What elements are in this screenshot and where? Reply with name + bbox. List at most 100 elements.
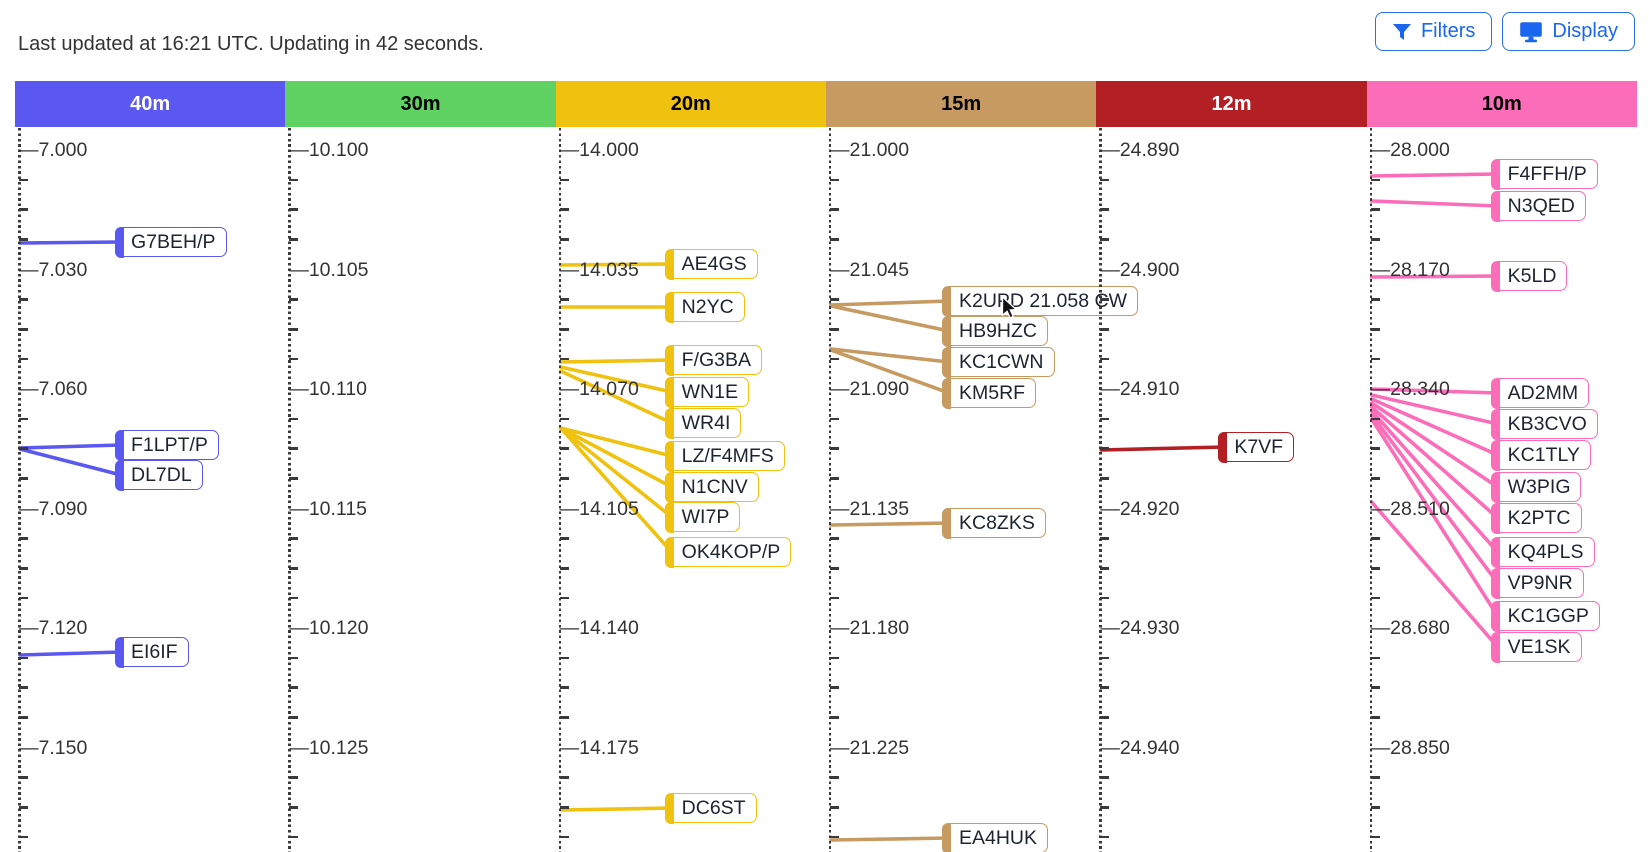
spot-connector-line	[829, 347, 951, 364]
spot-label-OK4KOP/P[interactable]: OK4KOP/P	[665, 536, 792, 568]
spot-left-bar	[1491, 471, 1501, 503]
tick-minor	[289, 417, 299, 421]
tick-minor	[1100, 178, 1110, 182]
tick-label-10.100: —10.100	[289, 139, 369, 161]
spot-label-K5LD[interactable]: K5LD	[1491, 260, 1568, 292]
spot-callsign-text: VP9NR	[1507, 571, 1573, 594]
spot-label-KC1CWN[interactable]: KC1CWN	[942, 346, 1055, 378]
spot-connector-line	[829, 836, 951, 842]
spot-label-F4FFH/P[interactable]: F4FFH/P	[1491, 158, 1598, 190]
spot-label-F/G3BA[interactable]: F/G3BA	[665, 344, 763, 376]
tick-minor	[19, 298, 28, 301]
tick-label-24.900: —24.900	[1100, 258, 1180, 281]
tick-minor	[19, 447, 28, 451]
tick-label-28.000: —28.000	[1370, 139, 1450, 161]
frequency-axis-10m	[1369, 128, 1373, 852]
tick-minor	[1100, 417, 1110, 421]
tick-minor	[1100, 298, 1110, 301]
spot-left-bar	[1491, 567, 1501, 599]
tick-label-21.180: —21.180	[829, 617, 910, 639]
tick-minor	[559, 776, 569, 779]
spot-label-WN1E[interactable]: WN1E	[665, 376, 749, 408]
spot-left-bar	[665, 440, 675, 472]
spot-left-bar	[665, 536, 675, 568]
display-button[interactable]: Display	[1502, 12, 1635, 51]
spot-label-DL7DL[interactable]: DL7DL	[114, 459, 203, 491]
spot-label-WI7P[interactable]: WI7P	[665, 501, 741, 533]
tick-minor	[289, 776, 299, 779]
spot-callsign-text: K5LD	[1507, 264, 1557, 287]
tick-minor	[289, 327, 299, 331]
spot-label-LZ/F4MFS[interactable]: LZ/F4MFS	[665, 440, 785, 472]
spot-callsign-text: F1LPT/P	[131, 433, 208, 456]
spot-label-VE1SK[interactable]: VE1SK	[1491, 631, 1582, 663]
spot-label-KC1GGP[interactable]: KC1GGP	[1491, 600, 1600, 632]
spot-label-K2PTC[interactable]: K2PTC	[1491, 502, 1582, 534]
spot-left-bar	[114, 636, 124, 668]
spot-left-bar	[942, 315, 952, 347]
tick-minor	[829, 178, 839, 182]
tick-label-28.170: —28.170	[1370, 258, 1450, 281]
tick-label-7.090: —7.090	[19, 497, 88, 520]
spot-callsign-text: N3QED	[1507, 194, 1575, 217]
spot-label-N2YC[interactable]: N2YC	[665, 291, 745, 323]
spot-connector-line	[558, 426, 674, 489]
spot-label-KC8ZKS[interactable]: KC8ZKS	[942, 507, 1046, 539]
spot-label-KQ4PLS[interactable]: KQ4PLS	[1491, 536, 1595, 568]
tick-minor	[289, 566, 299, 570]
tick-label-14.000: —14.000	[559, 139, 639, 161]
tick-minor	[289, 208, 299, 212]
spot-label-VP9NR[interactable]: VP9NR	[1491, 567, 1584, 599]
spot-label-K2UPD[interactable]: K2UPD 21.058 CW	[942, 285, 1138, 317]
tick-minor	[559, 178, 569, 182]
tick-minor	[1370, 417, 1380, 421]
tick-minor	[1100, 208, 1110, 212]
spot-label-G7BEH/P[interactable]: G7BEH/P	[114, 226, 227, 258]
spot-label-K7VF[interactable]: K7VF	[1217, 431, 1295, 463]
tick-minor	[559, 238, 569, 241]
spot-label-AD2MM[interactable]: AD2MM	[1491, 377, 1590, 409]
spot-label-EA4HUK[interactable]: EA4HUK	[942, 822, 1049, 852]
spot-left-bar	[942, 346, 952, 378]
spot-callsign-text: N2YC	[681, 295, 734, 318]
spot-label-W3PIG[interactable]: W3PIG	[1491, 471, 1582, 503]
tick-label-14.175: —14.175	[559, 736, 639, 759]
spot-label-KB3CVO[interactable]: KB3CVO	[1491, 408, 1598, 440]
spot-label-DC6ST[interactable]: DC6ST	[665, 792, 757, 824]
filters-button-label: Filters	[1420, 20, 1476, 42]
tick-minor	[1100, 477, 1110, 480]
spot-connector-line	[829, 304, 951, 333]
spot-label-F1LPT/P[interactable]: F1LPT/P	[114, 429, 219, 461]
tick-minor	[1370, 238, 1380, 241]
spot-connector-line	[558, 806, 674, 812]
spot-label-N3QED[interactable]: N3QED	[1491, 190, 1586, 222]
spot-label-EI6IF[interactable]: EI6IF	[114, 636, 189, 668]
spot-label-N1CNV[interactable]: N1CNV	[665, 471, 759, 503]
filters-button[interactable]: Filters	[1374, 12, 1493, 51]
tick-label-14.070: —14.070	[559, 378, 639, 400]
tick-minor	[829, 805, 839, 809]
spot-label-HB9HZC[interactable]: HB9HZC	[942, 315, 1048, 347]
spot-label-WR4I[interactable]: WR4I	[665, 407, 742, 439]
spot-connector-line	[18, 447, 123, 477]
spot-connector-line	[1369, 172, 1500, 178]
tick-minor	[559, 835, 569, 839]
tick-minor	[1100, 716, 1110, 719]
tick-minor	[559, 805, 569, 809]
tick-label-24.920: —24.920	[1100, 497, 1180, 520]
spot-left-bar	[665, 792, 675, 824]
tick-minor	[1370, 716, 1380, 719]
filter-funnel-icon	[1392, 22, 1412, 42]
tick-label-21.225: —21.225	[829, 736, 910, 759]
tick-minor	[19, 357, 28, 361]
spot-label-KC1TLY[interactable]: KC1TLY	[1491, 439, 1591, 471]
tick-minor	[559, 327, 569, 331]
spot-label-AE4GS[interactable]: AE4GS	[665, 248, 758, 280]
tick-minor	[1100, 776, 1110, 779]
spot-connector-line	[829, 521, 951, 527]
spot-left-bar	[114, 429, 124, 461]
tick-label-28.680: —28.680	[1370, 617, 1450, 639]
spot-label-KM5RF[interactable]: KM5RF	[942, 377, 1037, 409]
spot-left-bar	[1491, 600, 1501, 632]
frequency-axis-20m	[558, 128, 562, 852]
